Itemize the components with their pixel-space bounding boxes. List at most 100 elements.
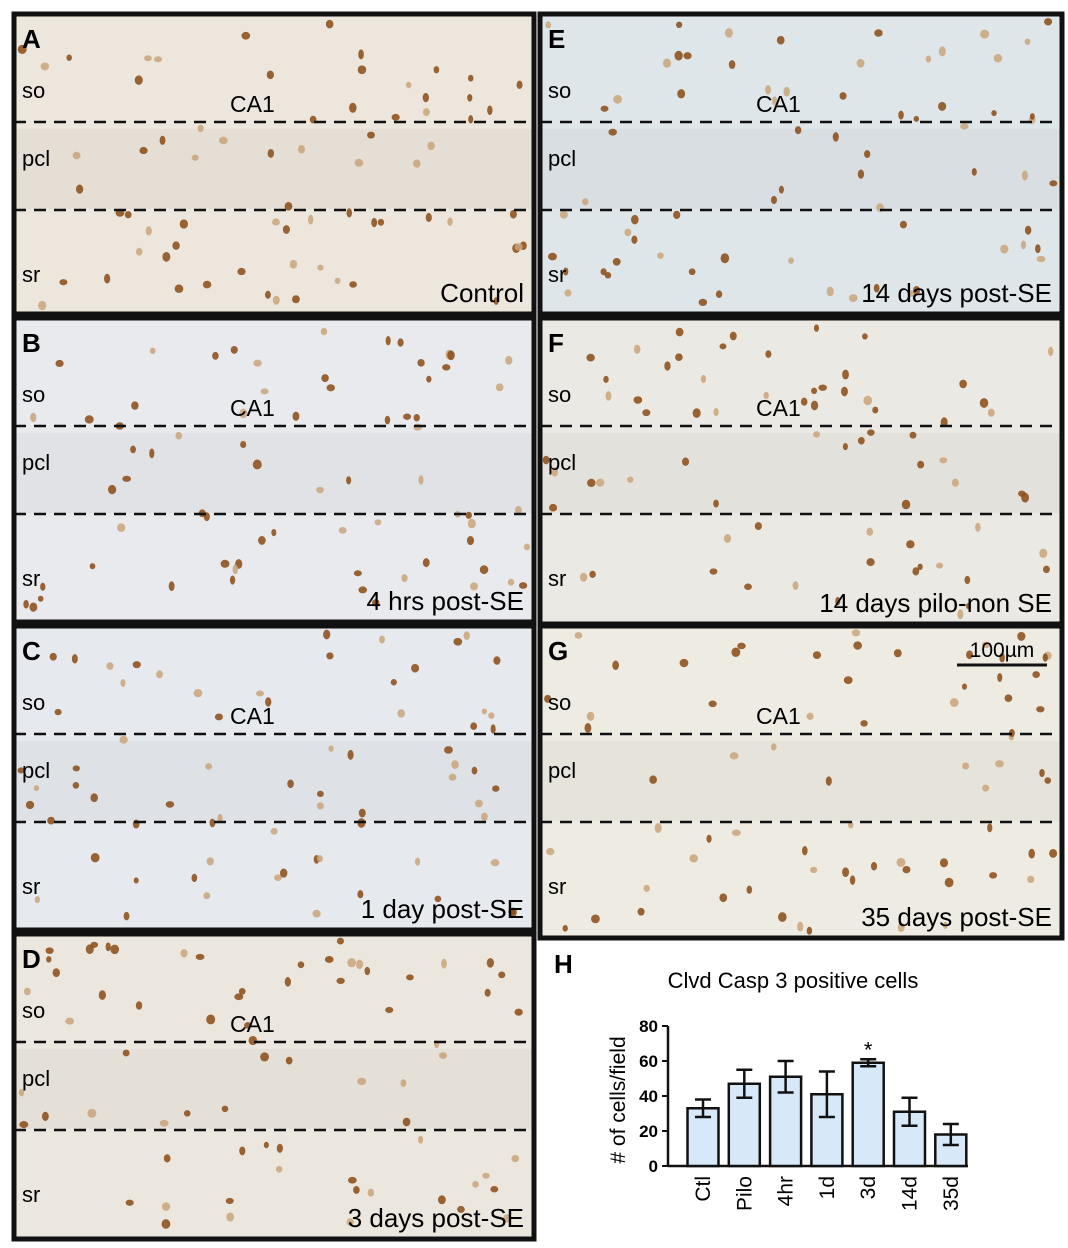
- layer-label: sr: [22, 262, 40, 287]
- stained-cell: [467, 518, 476, 529]
- stained-cell: [172, 241, 180, 250]
- stained-cell: [713, 499, 719, 508]
- stained-cell: [183, 1110, 191, 1117]
- stained-cell: [221, 1105, 229, 1113]
- stained-cell: [385, 336, 391, 346]
- stained-cell: [938, 46, 946, 57]
- stained-cell: [165, 801, 175, 808]
- bar: [851, 1061, 885, 1168]
- stained-cell: [427, 141, 435, 151]
- stained-cell: [336, 977, 345, 984]
- stained-cell: [470, 722, 478, 730]
- stained-cell: [709, 568, 718, 575]
- panel-letter: B: [22, 328, 41, 358]
- stained-cell: [402, 1117, 411, 1127]
- stained-cell: [511, 1154, 520, 1163]
- stained-cell: [989, 872, 998, 879]
- stained-cell: [1042, 565, 1050, 574]
- stained-cell: [835, 596, 841, 606]
- stained-cell: [612, 660, 619, 671]
- stained-cell: [321, 374, 329, 383]
- stained-cell: [490, 1186, 499, 1193]
- stained-cell: [806, 926, 813, 935]
- stained-cell: [966, 602, 972, 610]
- stained-cell: [134, 75, 143, 85]
- stained-cell: [467, 93, 473, 102]
- stained-cell: [514, 243, 523, 251]
- stained-cell: [438, 1052, 448, 1059]
- stained-cell: [232, 564, 239, 575]
- stained-cell: [226, 1212, 235, 1222]
- stained-cell: [906, 540, 915, 549]
- stained-cell: [706, 834, 712, 843]
- stained-cell: [40, 62, 50, 71]
- stained-cell: [328, 745, 334, 752]
- stained-cell: [418, 475, 424, 485]
- stained-cell: [205, 763, 213, 770]
- stained-cell: [349, 102, 357, 113]
- stained-cell: [731, 829, 741, 836]
- stained-cell: [507, 578, 515, 586]
- panel-border: [537, 623, 1065, 941]
- stained-cell: [613, 94, 623, 104]
- stained-cell: [284, 977, 291, 987]
- stained-cell: [677, 89, 686, 99]
- stained-cell: [367, 1188, 375, 1197]
- stained-cell: [225, 1197, 234, 1205]
- stained-cell: [692, 408, 701, 418]
- stained-cell: [715, 290, 723, 298]
- stained-cell: [873, 283, 880, 293]
- stained-cell: [466, 536, 475, 546]
- stained-cell: [962, 762, 970, 770]
- stained-cell: [487, 105, 493, 116]
- stained-cell: [135, 247, 143, 256]
- stained-cell: [728, 60, 736, 70]
- stained-cell: [98, 990, 106, 1000]
- stained-cell: [406, 974, 414, 981]
- stained-cell: [433, 66, 440, 74]
- stained-cell: [842, 867, 850, 878]
- stained-cell: [794, 126, 802, 135]
- caption: 14 days post-SE: [861, 278, 1052, 308]
- stained-cell: [893, 649, 902, 658]
- stained-cell: [1048, 346, 1054, 357]
- stained-cell: [479, 565, 489, 575]
- stained-cell: [581, 198, 589, 206]
- stained-cell: [54, 708, 62, 716]
- stained-cell: [806, 712, 814, 720]
- stained-cell: [203, 892, 211, 900]
- region-label: CA1: [756, 703, 801, 729]
- stained-cell: [862, 333, 868, 340]
- stained-cell: [47, 816, 55, 825]
- stained-cell: [486, 958, 494, 968]
- micrograph: [540, 626, 1062, 938]
- stained-cell: [271, 529, 277, 537]
- stained-cell: [778, 912, 787, 922]
- stained-cell: [818, 384, 827, 391]
- stained-cell: [936, 562, 944, 569]
- stained-cell: [271, 218, 280, 226]
- stained-cell: [391, 113, 400, 121]
- stained-cell: [256, 690, 264, 697]
- region-label: CA1: [230, 395, 275, 421]
- stained-cell: [679, 658, 689, 668]
- stained-cell: [346, 1218, 354, 1226]
- stained-cell: [451, 760, 459, 769]
- stained-cell: [719, 343, 727, 350]
- stained-cell: [490, 859, 500, 867]
- stained-cell: [731, 647, 741, 657]
- stained-cell: [729, 331, 737, 341]
- stained-cell: [792, 581, 799, 590]
- stained-cell: [1004, 694, 1013, 702]
- stained-cell: [683, 52, 692, 60]
- region-label: CA1: [230, 1011, 275, 1037]
- stained-cell: [754, 522, 762, 531]
- stained-cell: [800, 397, 808, 406]
- stained-cell: [33, 785, 40, 792]
- stained-cell: [951, 478, 959, 487]
- stained-cell: [426, 375, 432, 383]
- stained-cell: [18, 1088, 25, 1097]
- stained-cell: [219, 136, 228, 145]
- stained-cell: [991, 110, 997, 117]
- stained-cell: [457, 1205, 465, 1213]
